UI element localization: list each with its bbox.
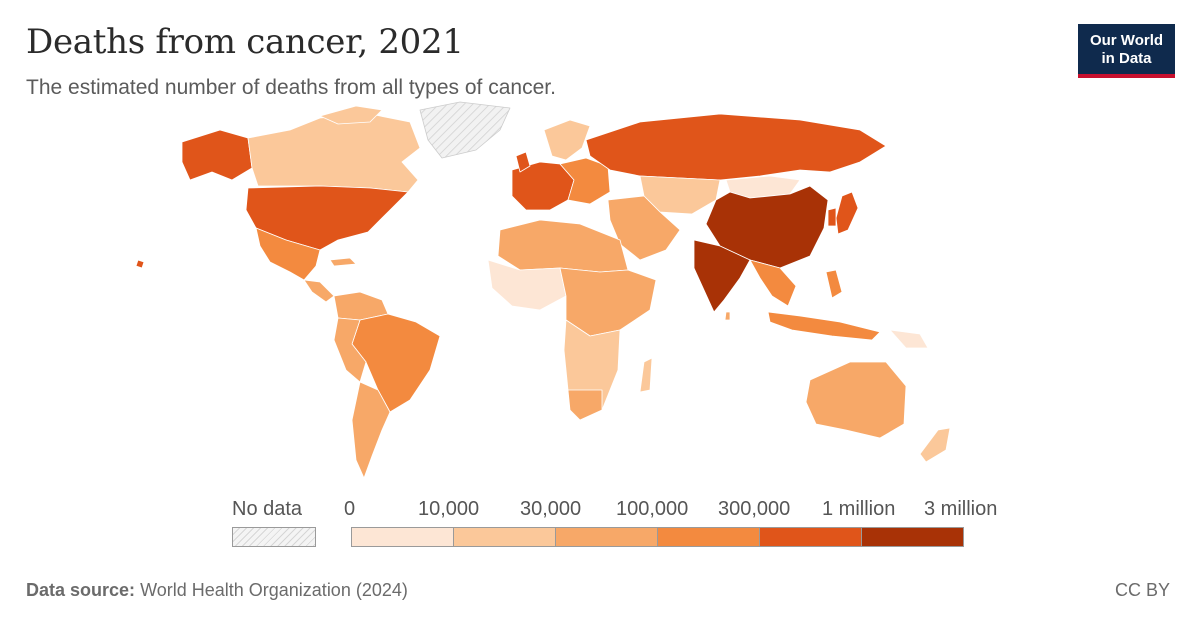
- region-eastern-europe[interactable]: [559, 157, 611, 205]
- legend-bin-3[interactable]: [657, 527, 760, 547]
- country-indonesia[interactable]: [767, 311, 881, 341]
- legend-bins: [351, 527, 964, 547]
- country-cuba[interactable]: [329, 257, 357, 267]
- country-madagascar[interactable]: [639, 357, 653, 393]
- country-argentina[interactable]: [351, 381, 391, 479]
- region-scandinavia[interactable]: [543, 119, 591, 161]
- region-hawaii[interactable]: [135, 259, 145, 269]
- logo-line-1: Our World: [1089, 32, 1164, 49]
- region-north-africa[interactable]: [497, 219, 629, 273]
- legend-threshold-1: 10,000: [418, 498, 480, 520]
- country-japan[interactable]: [835, 191, 859, 235]
- data-source: Data source: World Health Organization (…: [26, 580, 408, 601]
- logo-line-2: in Data: [1101, 50, 1152, 67]
- world-map[interactable]: [120, 100, 1020, 480]
- country-korea[interactable]: [827, 207, 837, 227]
- chart-title: Deaths from cancer, 2021: [26, 22, 464, 62]
- legend-threshold-0: 0: [344, 498, 356, 520]
- data-source-link[interactable]: World Health Organization (2024): [140, 580, 408, 600]
- country-new-zealand[interactable]: [919, 427, 951, 463]
- country-united-kingdom[interactable]: [515, 151, 531, 173]
- region-west-africa[interactable]: [487, 259, 567, 311]
- owid-logo[interactable]: Our World in Data: [1078, 24, 1175, 78]
- legend-threshold-5: 1 million: [822, 498, 896, 520]
- legend-bin-1[interactable]: [453, 527, 556, 547]
- country-canada[interactable]: [247, 113, 421, 193]
- country-canada-islands[interactable]: [319, 105, 383, 125]
- region-east-central-africa[interactable]: [559, 267, 657, 337]
- country-india[interactable]: [693, 239, 751, 313]
- country-greenland[interactable]: [419, 101, 511, 159]
- legend-threshold-3: 100,000: [616, 498, 689, 520]
- legend-threshold-2: 30,000: [520, 498, 582, 520]
- country-sri-lanka[interactable]: [724, 311, 731, 321]
- country-south-africa[interactable]: [567, 389, 603, 421]
- country-papua-new-guinea[interactable]: [889, 329, 929, 349]
- data-source-label: Data source:: [26, 580, 136, 600]
- country-russia[interactable]: [585, 113, 887, 181]
- country-australia[interactable]: [805, 361, 907, 439]
- legend-bin-0[interactable]: [351, 527, 454, 547]
- chart-subtitle: The estimated number of deaths from all …: [26, 76, 556, 99]
- legend-no-data-label: No data: [232, 498, 303, 520]
- legend-threshold-4: 300,000: [718, 498, 791, 520]
- country-alaska[interactable]: [181, 129, 253, 181]
- legend-bin-4[interactable]: [759, 527, 862, 547]
- legend-no-data-swatch[interactable]: [232, 527, 316, 547]
- legend-bin-5[interactable]: [861, 527, 964, 547]
- country-philippines[interactable]: [825, 269, 843, 299]
- region-central-america[interactable]: [303, 279, 335, 303]
- region-southeast-asia[interactable]: [749, 259, 797, 307]
- country-united-states[interactable]: [245, 185, 409, 251]
- legend-bin-2[interactable]: [555, 527, 658, 547]
- license-link[interactable]: CC BY: [1114, 580, 1170, 600]
- region-andes[interactable]: [333, 317, 367, 383]
- legend-threshold-6: 3 million: [924, 498, 998, 520]
- region-middle-east[interactable]: [607, 195, 681, 261]
